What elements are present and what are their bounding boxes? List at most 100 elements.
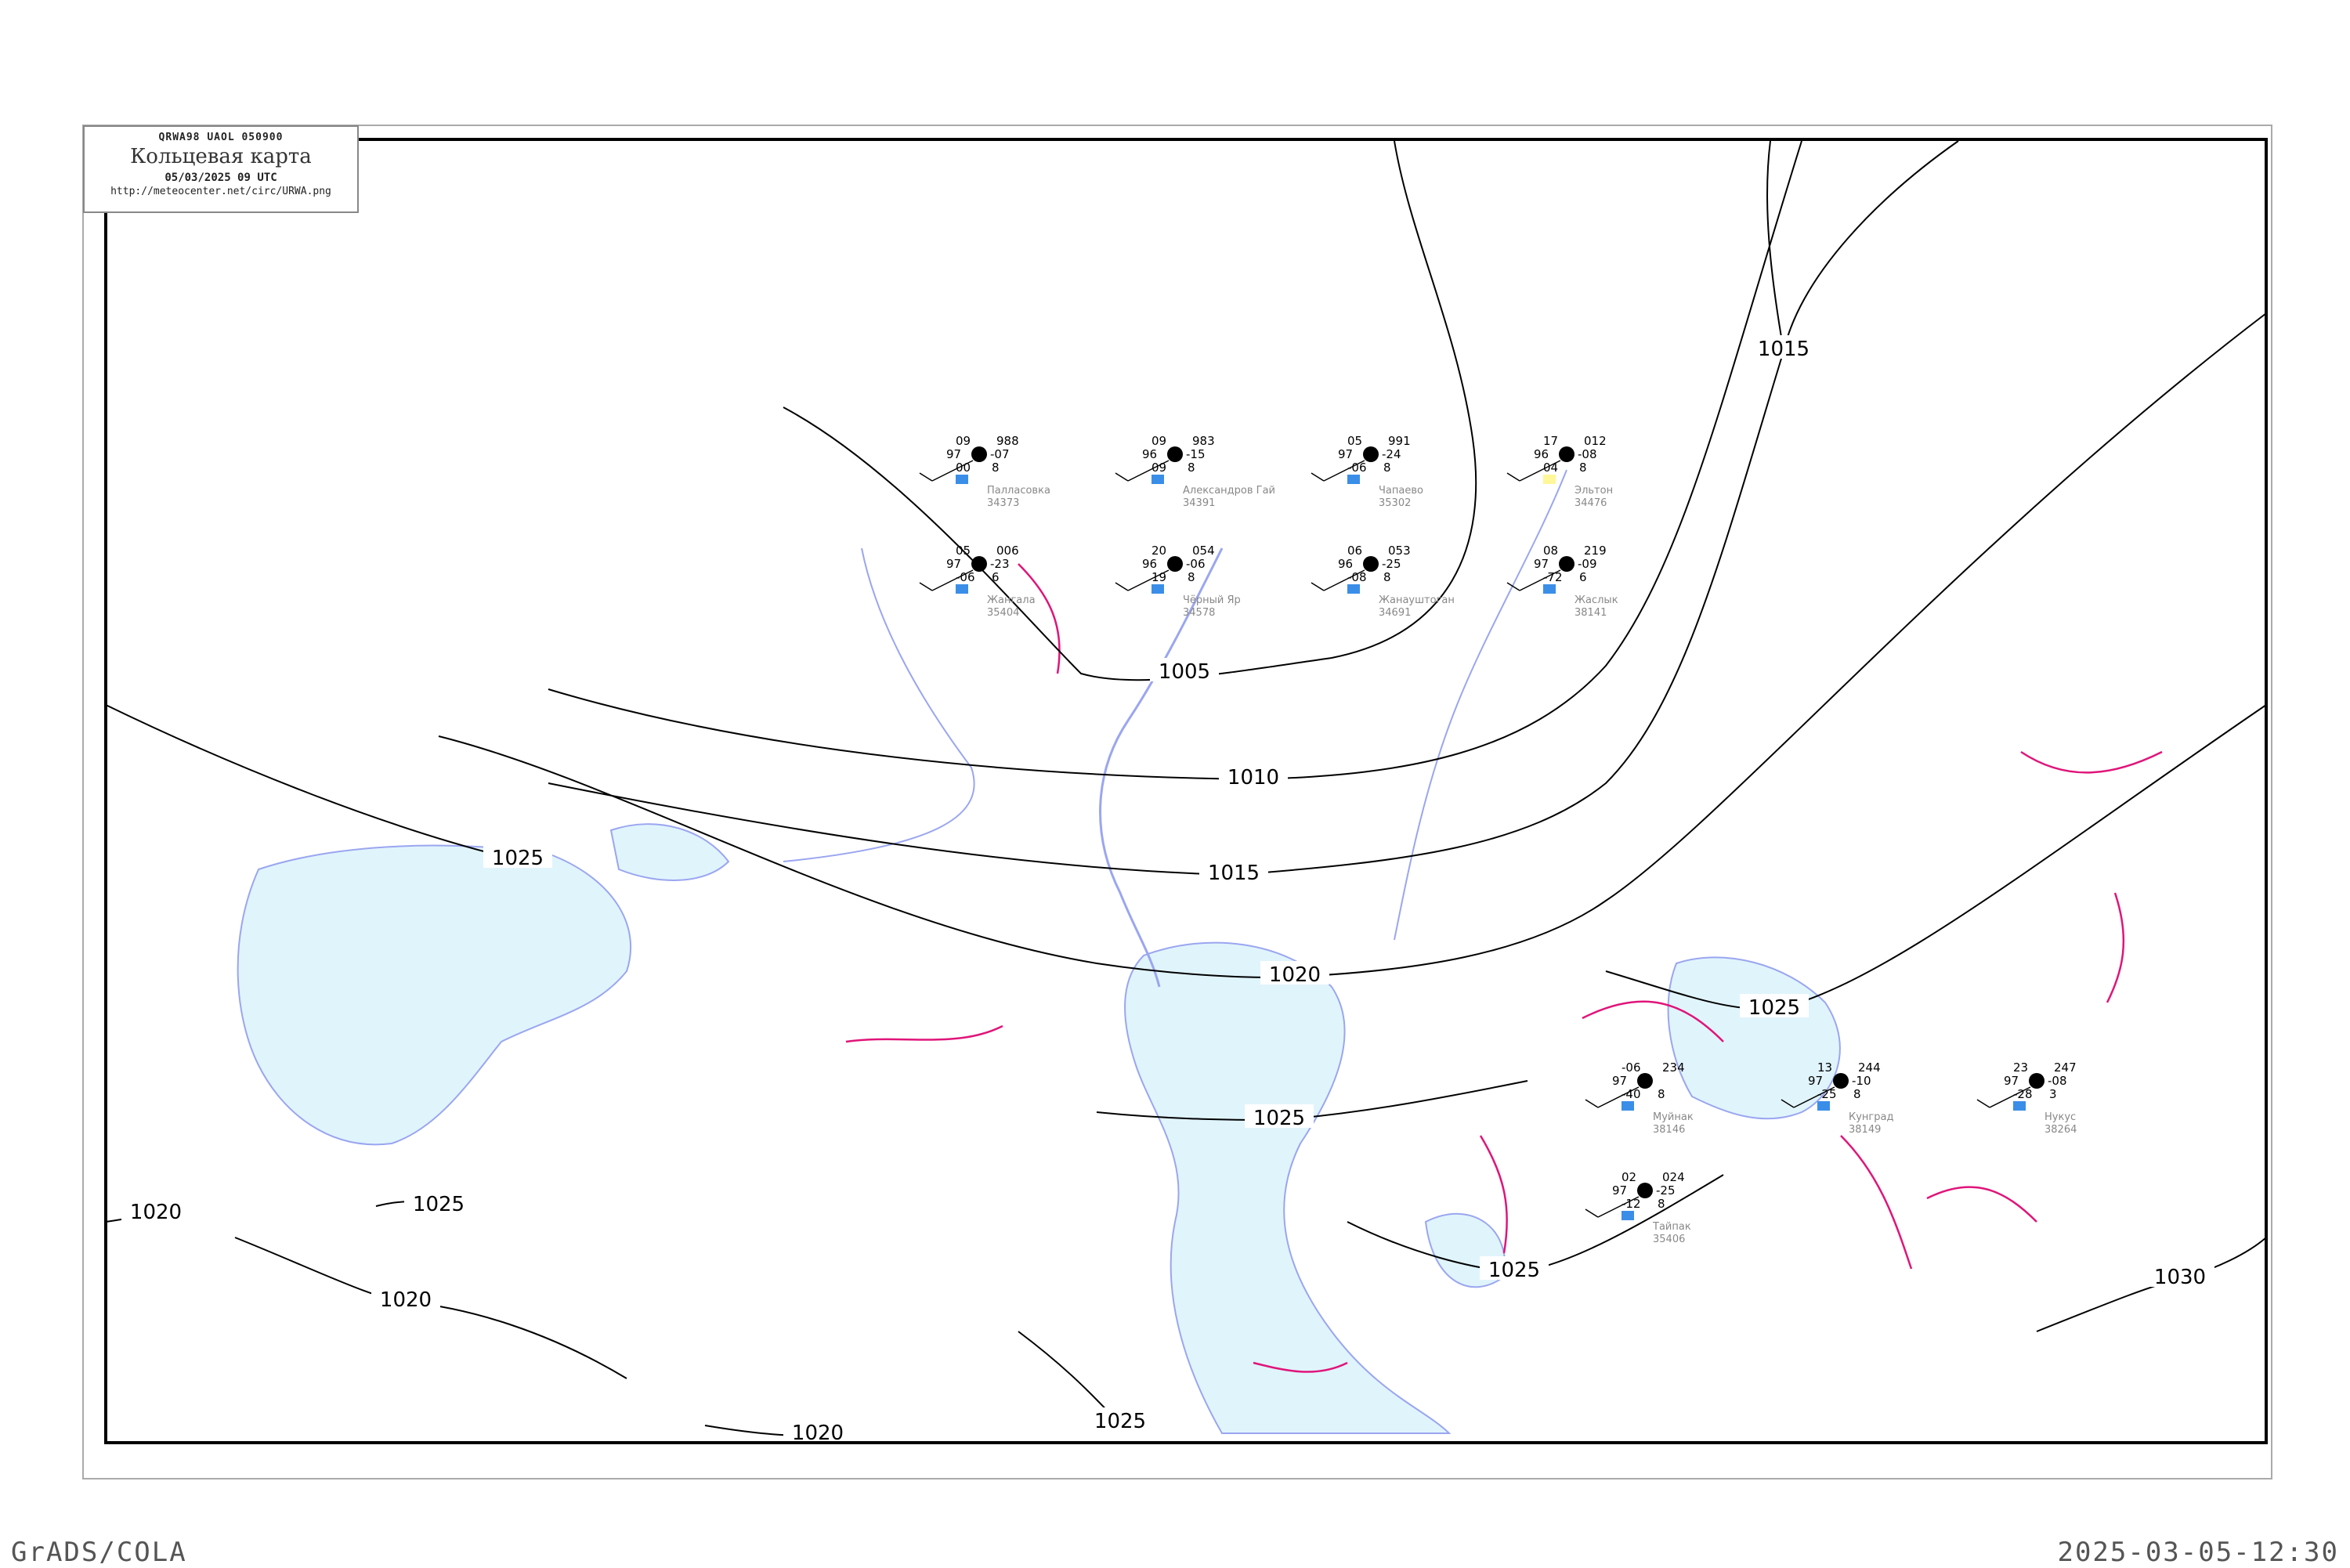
source-url[interactable]: http://meteocenter.net/circ/URWA.png [110,186,331,197]
station-index: 38264 [2044,1124,2077,1136]
isobar-label-bg [1245,1104,1314,1128]
station-dewpoint: -28 [2013,1087,2033,1101]
isobar-label-bg [1150,658,1219,681]
wind-barb-icon [1585,1086,1640,1108]
station-cloud-amount: 8 [1658,1087,1665,1101]
isobar-label: 1015 [1758,338,1810,361]
station-name: Тайпак [1652,1221,1691,1233]
isobar-label-bg [1480,1256,1549,1280]
station-tendency: -24 [1382,447,1401,461]
station-dewpoint: -08 [1347,570,1367,584]
station-tendency: -25 [1656,1183,1676,1198]
station-name: Муйнак [1653,1111,1694,1123]
isobar-label: 1005 [1159,660,1210,684]
station-visibility: 96 [1534,447,1549,461]
wind-barb-icon [1976,1086,2031,1108]
station-dewpoint: -06 [956,570,975,584]
station-visibility: 96 [1142,447,1157,461]
isallobar-line [1018,563,1061,674]
isallobar-line [845,1024,1003,1043]
isobar-label: 1015 [1208,862,1260,885]
station-name: Жаслык [1574,594,1618,606]
wind-barb-icon [1115,460,1170,482]
isallobar-line [1926,1186,2037,1223]
station-name: Кунград [1849,1111,1893,1123]
station-name: Чапаево [1379,485,1423,497]
station-tendency: -15 [1186,447,1206,461]
isobar-label: 1010 [1227,766,1279,789]
station-temperature: 17 [1543,434,1558,448]
station-dewpoint: 09 [1152,461,1166,475]
station-index: 35404 [987,607,1019,619]
cloud-cover-icon [1833,1073,1849,1089]
station-dewpoint: -12 [1622,1197,1641,1211]
snow-cover-icon [1817,1101,1830,1111]
wind-barb-icon [1311,460,1365,482]
snow-cover-icon [1543,475,1556,484]
station-visibility: 97 [946,557,961,571]
station-temperature: 05 [1347,434,1362,448]
station-temperature: 09 [956,434,971,448]
snow-cover-icon [1622,1211,1634,1220]
isobar-line [1766,140,1784,352]
station-index: 38146 [1653,1124,1685,1136]
caspian-sea [1124,941,1452,1434]
isobar-label-bg [483,844,552,868]
station-dewpoint: -72 [1543,570,1563,584]
cloud-cover-icon [1559,556,1574,572]
station-pressure: 247 [2054,1060,2077,1075]
station-tendency: -06 [1186,557,1206,571]
snow-cover-icon [956,475,968,484]
isobar-line [105,704,519,861]
isobar-line [548,140,1959,876]
snow-cover-icon [1347,475,1360,484]
station-tendency: -07 [990,447,1010,461]
isobar-label-bg [1260,961,1329,985]
river-don [783,547,975,862]
isobar-label: 1020 [380,1288,432,1312]
isobar-label-bg [1219,764,1288,787]
station-temperature: 08 [1543,544,1558,558]
snow-cover-icon [1543,584,1556,594]
isobar-label: 1025 [1094,1410,1146,1433]
isallobar-line [1582,1000,1724,1042]
station-visibility: 97 [2004,1074,2019,1088]
station-name: Жанауштоган [1379,594,1455,606]
isobar-label: 1025 [413,1193,465,1216]
station-name: Жангала [987,594,1036,606]
station-index: 35406 [1653,1234,1685,1245]
isallobar-lines [845,563,2163,1373]
isobar-label-bg [1749,335,1818,359]
snow-cover-icon [1347,584,1360,594]
station-index: 34578 [1183,607,1215,619]
isobar-label-bg [121,1198,190,1222]
water-bodies [237,469,1841,1434]
station-temperature: 02 [1622,1170,1636,1184]
wind-barb-icon [919,569,974,591]
wind-barb-icon [1115,569,1170,591]
isobar-label-bg [1740,994,1809,1017]
station-temperature: 23 [2013,1060,2028,1075]
station-tendency: -25 [1382,557,1401,571]
station-cloud-amount: 6 [992,570,1000,584]
station-pressure: 053 [1388,544,1411,558]
azov-sea [609,823,730,881]
station-cloud-amount: 8 [1383,570,1391,584]
station-temperature: 20 [1152,544,1166,558]
aral-sea [1667,956,1841,1120]
station-name: Чёрный Яр [1183,594,1241,606]
snow-cover-icon [956,584,968,594]
